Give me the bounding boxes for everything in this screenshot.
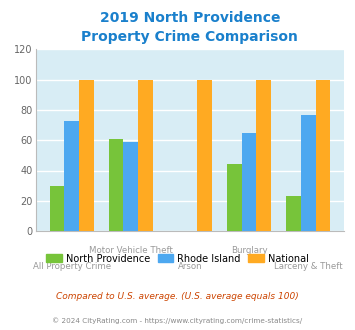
Bar bbox=[50, 185, 64, 231]
Legend: North Providence, Rhode Island, National: North Providence, Rhode Island, National bbox=[42, 249, 313, 267]
Bar bbox=[286, 196, 301, 231]
Bar bbox=[197, 80, 212, 231]
Bar bbox=[301, 115, 316, 231]
Text: All Property Crime: All Property Crime bbox=[33, 262, 111, 271]
Bar bbox=[227, 164, 242, 231]
Text: Burglary: Burglary bbox=[231, 246, 267, 255]
Text: © 2024 CityRating.com - https://www.cityrating.com/crime-statistics/: © 2024 CityRating.com - https://www.city… bbox=[53, 317, 302, 324]
Bar bbox=[124, 142, 138, 231]
Text: Arson: Arson bbox=[178, 262, 202, 271]
Text: Motor Vehicle Theft: Motor Vehicle Theft bbox=[89, 246, 173, 255]
Bar bbox=[242, 133, 256, 231]
Text: Larceny & Theft: Larceny & Theft bbox=[274, 262, 343, 271]
Bar bbox=[138, 80, 153, 231]
Title: 2019 North Providence
Property Crime Comparison: 2019 North Providence Property Crime Com… bbox=[82, 11, 298, 44]
Bar bbox=[316, 80, 330, 231]
Text: Compared to U.S. average. (U.S. average equals 100): Compared to U.S. average. (U.S. average … bbox=[56, 292, 299, 301]
Bar bbox=[109, 139, 124, 231]
Bar bbox=[79, 80, 94, 231]
Bar bbox=[256, 80, 271, 231]
Bar bbox=[64, 120, 79, 231]
